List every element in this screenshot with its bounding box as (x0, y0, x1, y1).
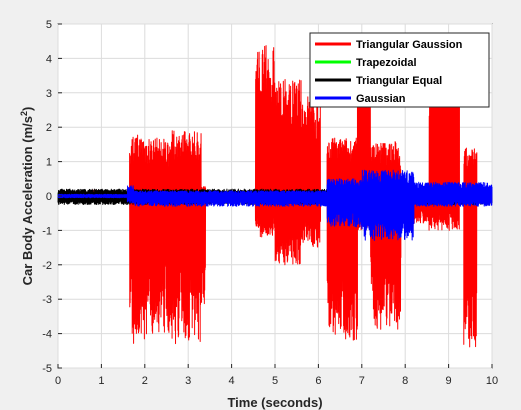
y-tick-label: -2 (42, 260, 52, 272)
y-axis-title: Car Body Acceleration (m/s2) (19, 107, 35, 286)
legend-label: Triangular Equal (356, 75, 442, 87)
legend-label: Trapezoidal (356, 57, 417, 69)
x-tick-label: 0 (55, 375, 61, 387)
x-tick-label: 6 (315, 375, 321, 387)
axis-ticks: 0 1 2 3 4 5 6 7 8 9 10 -5 -4 -3 -2 -1 0 1 2 3 4 5 (42, 19, 498, 387)
x-tick-label: 9 (446, 375, 452, 387)
x-tick-label: 5 (272, 375, 278, 387)
legend: Triangular Gaussion Trapezoidal Triangular… (309, 32, 490, 108)
x-tick-label: 4 (229, 375, 235, 387)
y-tick-label: -1 (42, 225, 52, 237)
x-tick-label: 1 (98, 375, 104, 387)
y-axis-title-main: Car Body Acceleration (m/s (20, 116, 35, 285)
x-tick-label: 10 (486, 375, 498, 387)
x-axis-title: Time (seconds) (227, 395, 322, 410)
y-axis-title-end: ) (20, 107, 35, 111)
y-tick-label: -4 (42, 329, 52, 341)
y-tick-label: -5 (42, 363, 52, 375)
y-tick-label: -3 (42, 294, 52, 306)
y-axis-title-superscript: 2 (19, 111, 29, 116)
y-tick-label: 1 (46, 157, 52, 169)
y-tick-label: 3 (46, 88, 52, 100)
y-tick-label: 2 (46, 122, 52, 134)
y-tick-label: 4 (46, 53, 52, 65)
y-tick-label: 0 (46, 191, 52, 203)
y-tick-label: 5 (46, 19, 52, 31)
series-layer (57, 45, 493, 348)
x-tick-label: 3 (185, 375, 191, 387)
series-line (57, 169, 493, 242)
x-tick-label: 8 (402, 375, 408, 387)
legend-entries: Triangular Gaussion Trapezoidal Triangular… (315, 39, 463, 105)
legend-label: Gaussian (356, 93, 406, 105)
x-tick-label: 7 (359, 375, 365, 387)
x-tick-label: 2 (142, 375, 148, 387)
legend-label: Triangular Gaussion (356, 39, 463, 51)
